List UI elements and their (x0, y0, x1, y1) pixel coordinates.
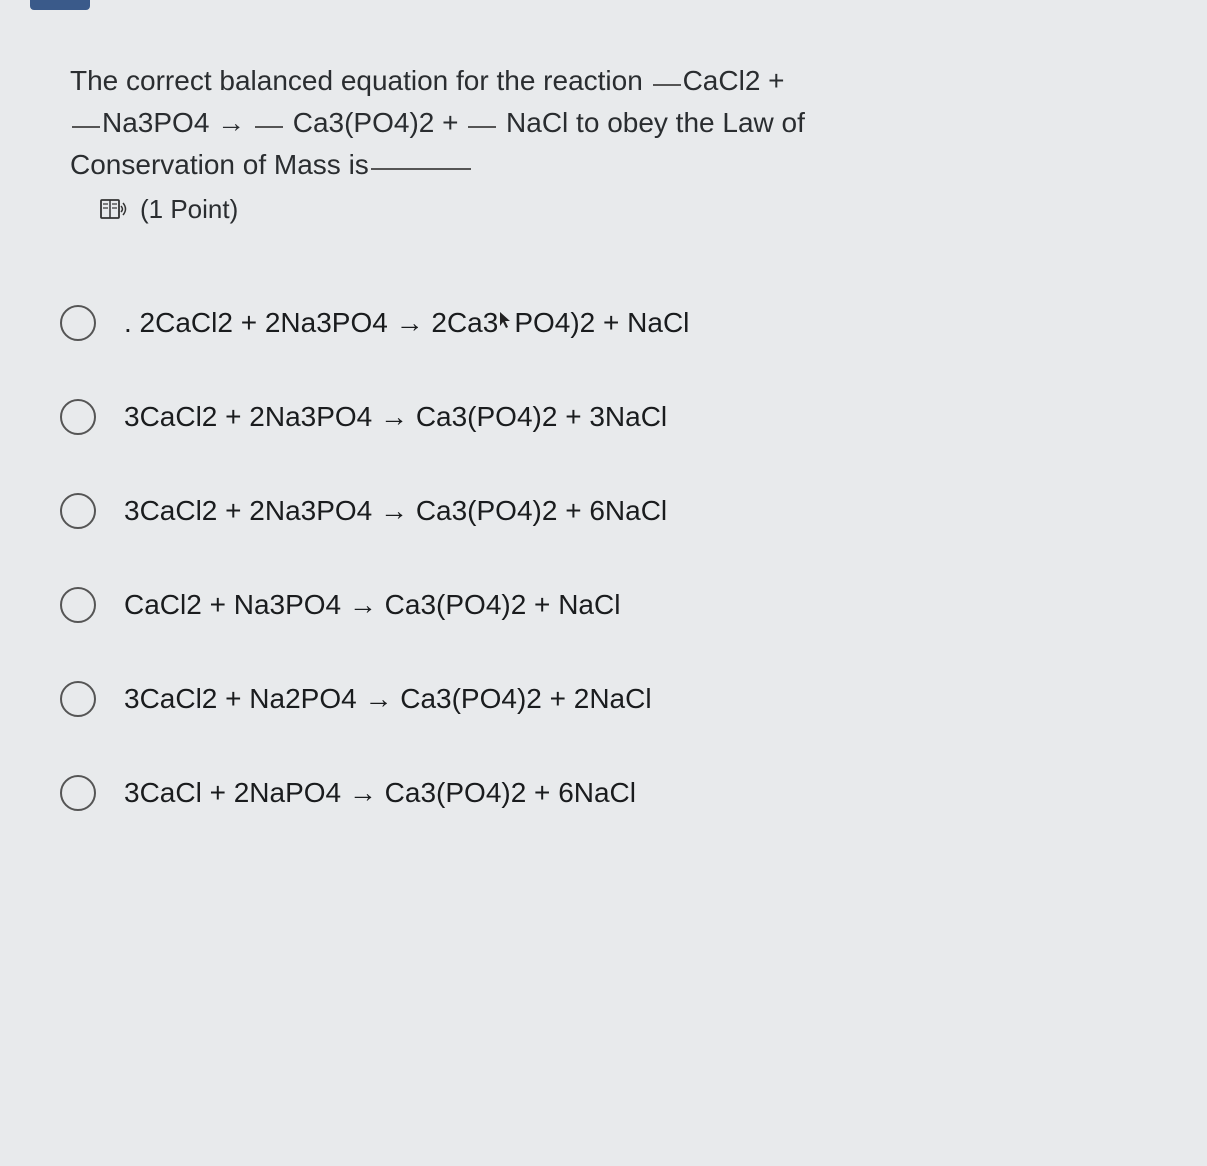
option-row-2[interactable]: 3CaCl2 + 2Na3PO4 → Ca3(PO4)2 + 6NaCl (60, 493, 1147, 529)
option-text: 3CaCl2 + 2Na3PO4 → Ca3(PO4)2 + 3NaCl (124, 401, 667, 433)
option-text: 3CaCl2 + Na2PO4 → Ca3(PO4)2 + 2NaCl (124, 683, 652, 715)
prompt-part-1: The correct balanced equation for the re… (70, 65, 651, 96)
option-row-5[interactable]: 3CaCl + 2NaPO4 → Ca3(PO4)2 + 6NaCl (60, 775, 1147, 811)
option-row-0[interactable]: . 2CaCl2 + 2Na3PO4 → 2Ca3 PO4)2 + NaCl (60, 305, 1147, 341)
prompt-part-5: NaCl to obey the Law of (498, 107, 805, 138)
points-label: (1 Point) (140, 194, 238, 225)
radio-button[interactable] (60, 681, 96, 717)
radio-button[interactable] (60, 305, 96, 341)
option-row-1[interactable]: 3CaCl2 + 2Na3PO4 → Ca3(PO4)2 + 3NaCl (60, 399, 1147, 435)
blank-2 (72, 126, 100, 128)
blank-3 (255, 126, 283, 128)
option-text: 3CaCl + 2NaPO4 → Ca3(PO4)2 + 6NaCl (124, 777, 636, 809)
option-text: 3CaCl2 + 2Na3PO4 → Ca3(PO4)2 + 6NaCl (124, 495, 667, 527)
prompt-part-3: Na3PO4 → (102, 107, 253, 138)
option-text-part: . 2CaCl2 + 2Na3PO4 → 2Ca3 (124, 307, 498, 338)
prompt-part-2: CaCl2 + (683, 65, 785, 96)
question-number-tab (30, 0, 90, 10)
option-text: CaCl2 + Na3PO4 → Ca3(PO4)2 + NaCl (124, 589, 620, 621)
option-text: . 2CaCl2 + 2Na3PO4 → 2Ca3 PO4)2 + NaCl (124, 307, 689, 339)
blank-1 (653, 84, 681, 86)
option-row-3[interactable]: CaCl2 + Na3PO4 → Ca3(PO4)2 + NaCl (60, 587, 1147, 623)
option-row-4[interactable]: 3CaCl2 + Na2PO4 → Ca3(PO4)2 + 2NaCl (60, 681, 1147, 717)
blank-4 (468, 126, 496, 128)
blank-answer (371, 168, 471, 170)
cursor-icon (498, 310, 514, 336)
options-list: . 2CaCl2 + 2Na3PO4 → 2Ca3 PO4)2 + NaCl 3Ca… (60, 305, 1147, 811)
question-prompt: The correct balanced equation for the re… (70, 60, 1147, 186)
prompt-part-4: Ca3(PO4)2 + (285, 107, 466, 138)
radio-button[interactable] (60, 493, 96, 529)
prompt-part-6: Conservation of Mass is (70, 149, 369, 180)
option-text-part: PO4)2 + NaCl (514, 307, 689, 338)
question-page: The correct balanced equation for the re… (0, 0, 1207, 1166)
immersive-reader-icon[interactable] (100, 198, 128, 222)
radio-button[interactable] (60, 399, 96, 435)
radio-button[interactable] (60, 587, 96, 623)
radio-button[interactable] (60, 775, 96, 811)
points-row: (1 Point) (100, 194, 1147, 225)
